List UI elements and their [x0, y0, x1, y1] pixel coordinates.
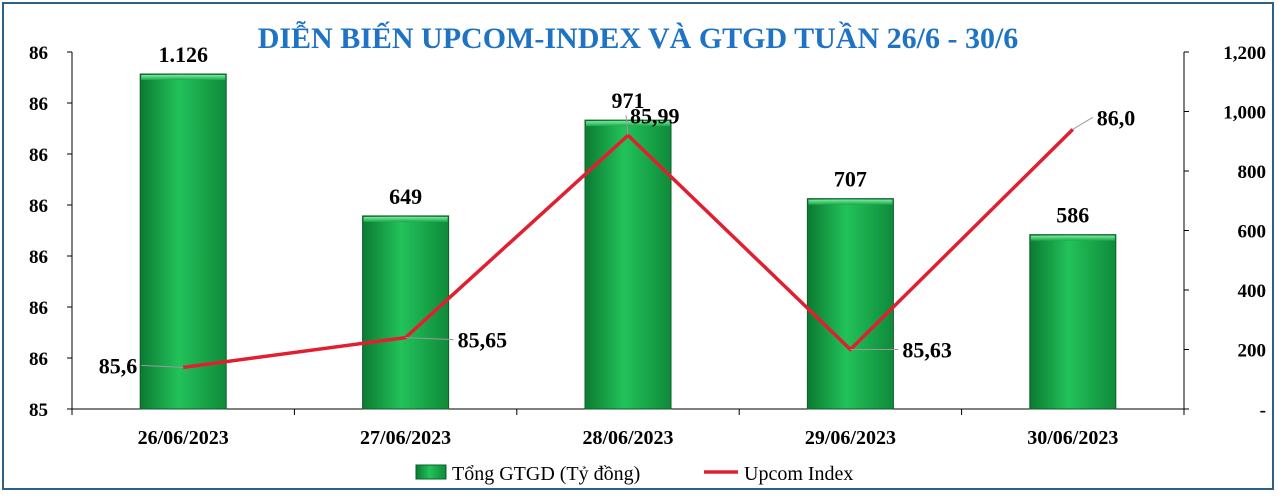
- bar-highlight: [1030, 235, 1115, 241]
- leader-line: [141, 364, 184, 368]
- bar-highlight: [363, 216, 448, 222]
- legend-line-label: Upcom Index: [744, 463, 853, 485]
- legend: Tổng GTGD (Tỷ đồng) Upcom Index: [415, 463, 853, 485]
- right-tick-label: 800: [1238, 162, 1267, 183]
- left-tick-label: 86: [29, 196, 48, 217]
- line-value-label: 85,63: [902, 338, 952, 363]
- x-tick-label: 27/06/2023: [360, 427, 451, 449]
- bar-value-label: 971: [612, 88, 645, 113]
- leader-line: [405, 337, 454, 341]
- line-value-label: 85,99: [630, 103, 680, 128]
- bar: [806, 198, 894, 410]
- right-tick-label: -: [1260, 400, 1266, 421]
- x-tick-label: 26/06/2023: [138, 427, 229, 449]
- left-tick-label: 86: [29, 94, 48, 115]
- right-tick-label: 200: [1238, 341, 1267, 362]
- x-tick-label: 30/06/2023: [1027, 427, 1118, 449]
- left-tick-label: 86: [29, 145, 48, 166]
- chart-svg: DIỄN BIẾN UPCOM-INDEX VÀ GTGD TUẦN 26/6 …: [29, 21, 1266, 485]
- bar-value-label: 586: [1056, 203, 1089, 228]
- bar-value-label: 1.126: [158, 42, 208, 67]
- bar-highlight: [808, 199, 893, 205]
- right-tick-label: 400: [1238, 281, 1267, 302]
- bar-value-label: 649: [389, 184, 422, 209]
- bar: [139, 73, 227, 410]
- legend-bar-swatch: [415, 464, 447, 480]
- bar-highlight: [141, 75, 226, 81]
- left-tick-label: 86: [29, 247, 48, 268]
- left-tick-label: 86: [29, 43, 48, 64]
- right-tick-label: 1,200: [1223, 43, 1266, 64]
- right-tick-label: 600: [1238, 222, 1267, 243]
- bar-value-label: 707: [834, 167, 867, 192]
- chart-title: DIỄN BIẾN UPCOM-INDEX VÀ GTGD TUẦN 26/6 …: [258, 21, 1019, 55]
- bar-highlight: [586, 121, 670, 127]
- right-tick-label: 1,000: [1223, 103, 1266, 124]
- line-value-label: 85,6: [99, 353, 138, 378]
- bar: [1029, 234, 1117, 410]
- leader-line: [625, 115, 629, 136]
- leader-line: [1072, 116, 1094, 130]
- x-tick-label: 28/06/2023: [582, 427, 673, 449]
- x-tick-label: 29/06/2023: [805, 427, 896, 449]
- left-tick-label: 86: [29, 298, 48, 319]
- left-tick-label: 86: [29, 349, 48, 370]
- line-value-label: 85,65: [458, 328, 508, 353]
- bar: [584, 119, 672, 410]
- chart-frame: DIỄN BIẾN UPCOM-INDEX VÀ GTGD TUẦN 26/6 …: [2, 2, 1274, 490]
- left-tick-label: 85: [29, 400, 48, 421]
- line-value-label: 86,0: [1097, 105, 1136, 130]
- legend-bar-label: Tổng GTGD (Tỷ đồng): [452, 463, 640, 485]
- plot-area: 85 86 86 86 86 86 86 86 - 200 400 600 800 1,000 1,200 2…: [29, 42, 1266, 449]
